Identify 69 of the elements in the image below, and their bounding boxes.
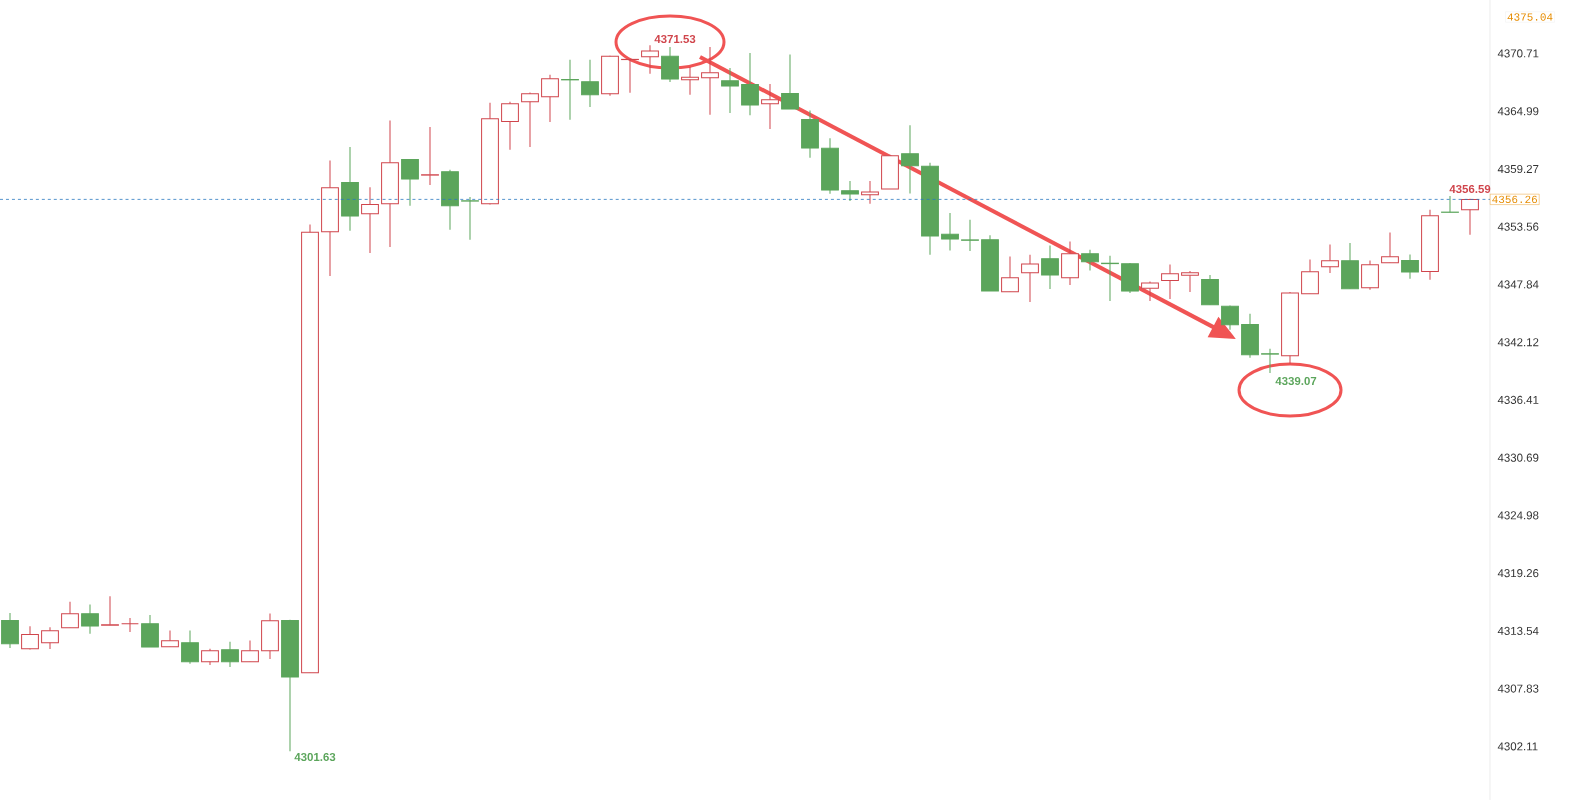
candlestick <box>81 603 99 635</box>
annotation: 4301.63 <box>294 752 336 762</box>
y-tick-label: 4370.71 <box>1497 49 1539 58</box>
y-tick-label: 4324.98 <box>1497 511 1539 520</box>
candlestick <box>61 601 79 629</box>
candlestick <box>781 53 799 110</box>
candlestick <box>661 46 679 83</box>
y-tick-label: 4302.11 <box>1497 742 1538 751</box>
candlestick <box>901 124 919 194</box>
candlestick <box>221 641 239 668</box>
candlestick <box>101 595 119 626</box>
candlestick <box>741 52 759 116</box>
candlestick <box>521 91 539 148</box>
candlestick <box>401 158 419 207</box>
candlestick <box>361 186 379 254</box>
candlestick <box>761 83 779 130</box>
candlestick <box>1221 304 1239 331</box>
annotation: 4339.07 <box>1275 376 1317 386</box>
y-tick-label: 4307.83 <box>1497 684 1539 693</box>
candlestick <box>421 126 439 186</box>
candlestick <box>1 612 19 649</box>
annotation: 4371.53 <box>654 34 696 44</box>
candlestick <box>1381 231 1399 264</box>
y-tick-label: 4313.54 <box>1497 626 1539 635</box>
candlestick <box>1001 256 1019 293</box>
candlestick <box>541 74 559 123</box>
candlestick <box>1141 280 1159 302</box>
candlestick <box>1021 254 1039 303</box>
candlestick <box>1321 243 1339 274</box>
candlestick <box>1181 270 1199 293</box>
candlestick <box>861 180 879 205</box>
annotation: 4356.59 <box>1449 184 1491 194</box>
candlestick <box>121 617 139 633</box>
y-tick-label: 4342.12 <box>1497 338 1539 347</box>
candlestick <box>41 626 59 650</box>
candlestick <box>1441 195 1459 213</box>
y-tick-label: 4359.27 <box>1497 164 1539 174</box>
candlestick <box>1261 348 1279 374</box>
candlestick <box>701 46 719 116</box>
candlestick <box>721 67 739 114</box>
y-tick-label: 4330.69 <box>1497 453 1539 462</box>
candlestick <box>621 58 639 94</box>
y-tick-label: 4347.84 <box>1497 280 1539 289</box>
candlestick <box>941 212 959 251</box>
y-tick-label: 4319.26 <box>1497 569 1539 578</box>
candlestick <box>501 101 519 151</box>
y-tick-label: 4353.56 <box>1497 222 1539 231</box>
candlestick <box>1461 198 1479 236</box>
candlestick <box>1301 258 1319 295</box>
candlestick <box>961 219 979 252</box>
candlestick <box>561 59 579 121</box>
candlestick <box>681 66 699 96</box>
candlestick <box>1081 249 1099 271</box>
candlestick <box>181 629 199 665</box>
candlestick <box>1041 244 1059 290</box>
y-tick-label: 4336.41 <box>1497 395 1539 404</box>
y-tick-label: 4364.99 <box>1497 107 1539 116</box>
candlestick <box>641 44 659 75</box>
text: 4375.04 <box>1507 13 1553 21</box>
ref-line-label: 4356.26 <box>1492 195 1538 204</box>
candlestick <box>161 629 179 648</box>
candlestick <box>461 196 479 241</box>
candlestick <box>841 180 859 202</box>
candlestick <box>1361 259 1379 291</box>
candlestick <box>241 639 259 663</box>
candlestick <box>141 614 159 648</box>
candlestick <box>581 59 599 108</box>
candlestick <box>1401 253 1419 280</box>
candlestick <box>1161 263 1179 300</box>
